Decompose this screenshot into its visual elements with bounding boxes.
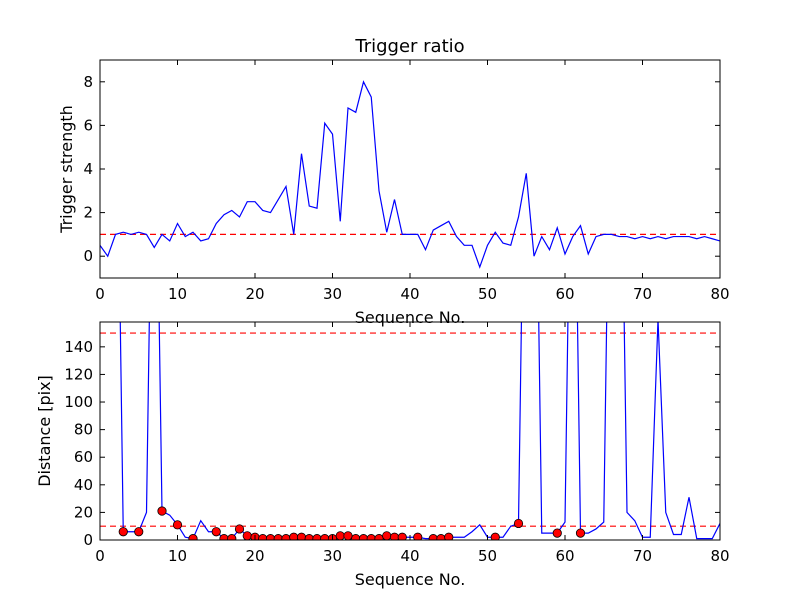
x-tick-label: 40	[400, 547, 419, 565]
series-line	[119, 322, 720, 540]
chart-title: Trigger ratio	[354, 36, 464, 57]
x-tick-label: 10	[168, 285, 187, 303]
data-point-marker	[258, 534, 268, 540]
y-axis-label: Distance [pix]	[35, 375, 54, 487]
data-point-marker	[320, 534, 330, 540]
data-point-marker	[227, 534, 237, 540]
y-tick-label: 100	[64, 393, 93, 411]
data-point-marker	[366, 534, 376, 540]
data-point-marker	[428, 534, 438, 540]
data-point-marker	[281, 534, 291, 540]
x-tick-label: 10	[168, 547, 187, 565]
x-tick-label: 70	[633, 547, 652, 565]
data-point-marker	[335, 531, 345, 540]
data-point-marker	[513, 518, 524, 529]
data-point-marker	[490, 532, 500, 540]
y-tick-label: 120	[64, 365, 93, 383]
y-tick-label: 40	[74, 476, 93, 494]
data-point-marker	[273, 534, 283, 540]
x-tick-label: 60	[555, 547, 574, 565]
y-tick-label: 2	[83, 204, 93, 222]
x-tick-label: 50	[478, 547, 497, 565]
y-tick-label: 140	[64, 338, 93, 356]
x-tick-label: 60	[555, 285, 574, 303]
y-tick-label: 60	[74, 448, 93, 466]
data-point-marker	[304, 534, 314, 540]
x-tick-label: 20	[245, 285, 264, 303]
distance-plot: 0 10 20 30 40 50 60 70 80 0 20 40 60 80 100 120 140 Sequ…	[35, 321, 730, 589]
data-point-marker	[444, 532, 454, 540]
data-point-marker	[552, 528, 562, 538]
data-point-marker	[265, 534, 276, 540]
data-point-marker	[134, 527, 144, 537]
x-axis-label: Sequence No.	[355, 570, 466, 589]
data-point-marker	[413, 532, 423, 540]
x-tick-label: 50	[478, 285, 497, 303]
data-point-marker	[188, 534, 198, 540]
x-tick-label: 30	[323, 547, 342, 565]
y-tick-label: 4	[83, 160, 93, 178]
data-point-marker	[211, 527, 221, 537]
y-tick-label: 8	[83, 73, 93, 91]
y-tick-label: 80	[74, 421, 93, 439]
y-tick-label: 0	[83, 247, 93, 265]
data-point-marker	[358, 534, 369, 540]
y-axis-label: Trigger strength	[57, 105, 76, 234]
x-tick-label: 80	[710, 547, 729, 565]
data-point-marker	[242, 531, 252, 540]
data-point-marker	[312, 534, 322, 540]
data-point-marker	[436, 534, 446, 540]
data-point-marker	[234, 524, 245, 534]
data-point-marker	[575, 528, 586, 538]
y-tick-label: 6	[83, 116, 93, 134]
x-tick-label: 30	[323, 285, 342, 303]
x-tick-label: 40	[400, 285, 419, 303]
series-line	[100, 80, 720, 269]
data-point-marker	[172, 520, 183, 530]
data-point-marker	[118, 527, 128, 537]
x-tick-label: 20	[245, 547, 264, 565]
x-tick-label: 0	[95, 547, 105, 565]
y-tick-label: 0	[83, 531, 93, 549]
y-tick-label: 20	[74, 503, 93, 521]
data-point-marker	[382, 531, 392, 540]
data-point-marker	[374, 534, 384, 540]
data-point-marker	[219, 534, 229, 540]
data-point-marker	[397, 532, 407, 540]
x-tick-label: 80	[710, 285, 729, 303]
data-point-marker	[157, 506, 167, 516]
data-point-marker	[351, 534, 361, 540]
data-point-marker	[343, 531, 353, 540]
x-tick-label: 70	[633, 285, 652, 303]
plot-frame	[99, 59, 721, 279]
x-tick-label: 0	[95, 285, 105, 303]
